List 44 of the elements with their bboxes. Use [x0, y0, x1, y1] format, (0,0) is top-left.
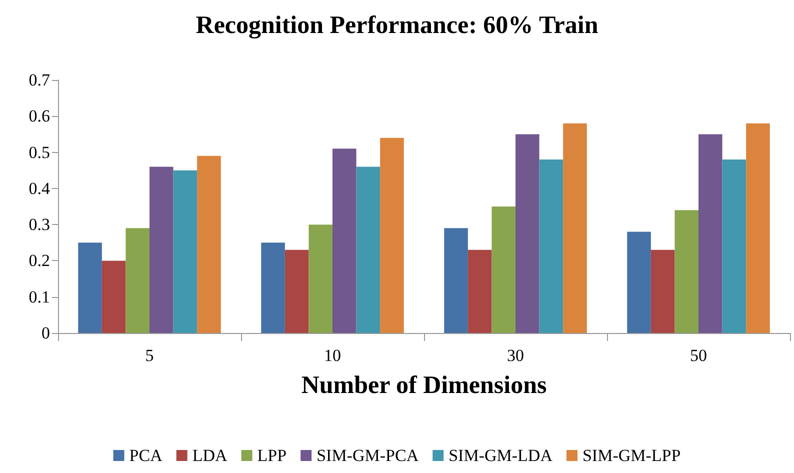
legend-label: LDA [192, 446, 228, 465]
y-tick-label: 0.6 [28, 106, 50, 126]
legend-label: SIM-GM-LPP [582, 446, 681, 465]
y-tick-label: 0.7 [28, 70, 50, 90]
bar [698, 134, 722, 333]
y-tick-label: 0 [42, 324, 50, 342]
bar [261, 242, 285, 333]
y-tick-label: 0.1 [28, 287, 50, 306]
chart-title: Recognition Performance: 60% Train [196, 12, 598, 39]
bar [674, 210, 698, 333]
legend-label: LPP [257, 446, 287, 465]
bar [746, 123, 770, 333]
legend-label: SIM-GM-LDA [448, 446, 554, 465]
bar [308, 224, 332, 333]
y-tick-label: 0.3 [28, 215, 50, 234]
y-tick-label: 0.2 [28, 251, 50, 270]
bar [150, 166, 174, 333]
bar [356, 166, 380, 333]
x-tick-label: 5 [145, 346, 154, 365]
x-axis-title: Number of Dimensions [301, 372, 547, 399]
x-tick-label: 30 [507, 346, 524, 365]
bar [284, 250, 309, 333]
bar [102, 260, 126, 333]
legend-label: PCA [129, 446, 164, 465]
bar [650, 250, 675, 333]
legend-label: SIM-GM-PCA [316, 446, 420, 465]
bar [492, 206, 516, 333]
bar [539, 160, 564, 333]
bar [468, 250, 492, 333]
bar [627, 232, 651, 333]
bar [126, 228, 150, 333]
x-tick-label: 50 [690, 346, 707, 365]
y-tick-label: 0.4 [28, 178, 50, 198]
x-tick-label: 10 [324, 346, 341, 365]
y-tick-label: 0.5 [28, 142, 50, 162]
bar [516, 134, 540, 333]
bar [173, 170, 198, 333]
bar [722, 160, 746, 333]
bar [78, 242, 102, 333]
bar [197, 156, 221, 333]
bar [380, 138, 404, 333]
bar [444, 228, 468, 333]
bar [332, 148, 356, 333]
bar [563, 123, 587, 333]
